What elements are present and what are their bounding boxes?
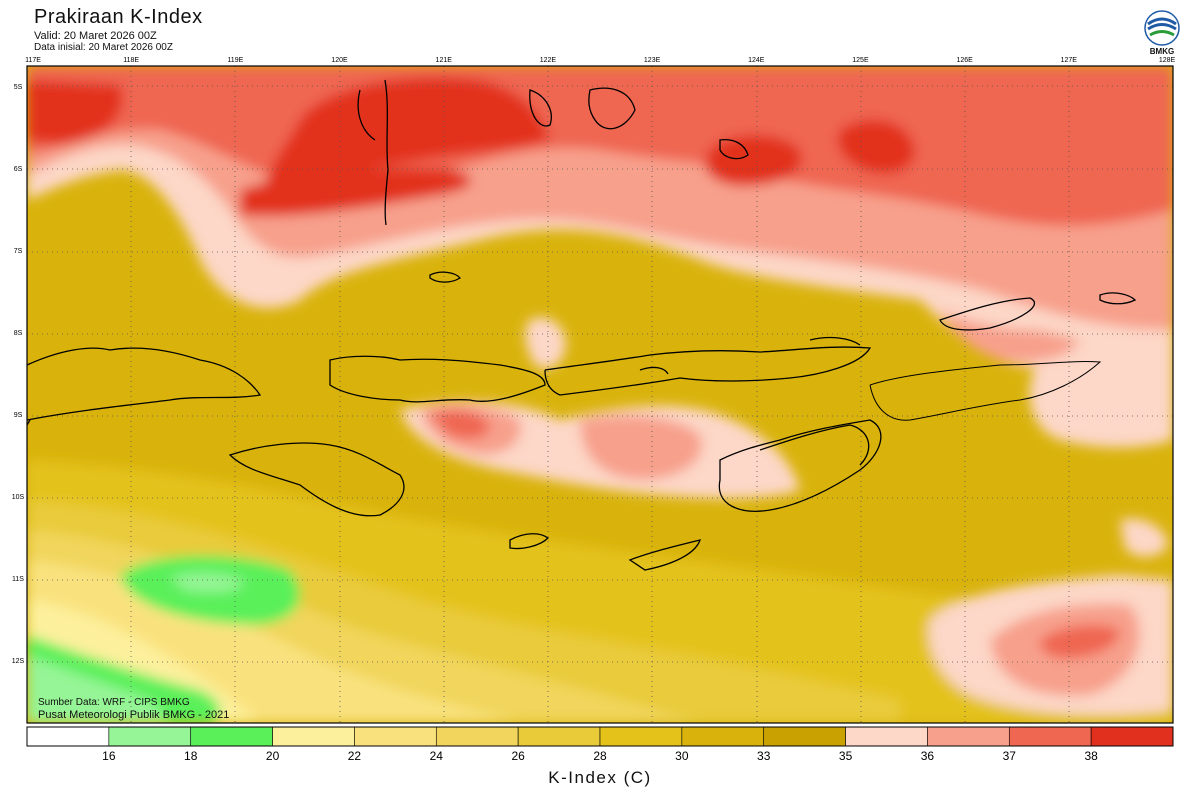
colorbar-tick-label: 18 [184, 749, 198, 763]
colorbar-bin [927, 726, 1010, 747]
lon-label-128E: 128E [1159, 57, 1176, 64]
colorbar-bin [435, 726, 519, 747]
colorbar-tick-label: 16 [102, 749, 116, 763]
colorbar-bin [108, 726, 192, 747]
colorbar-bin [26, 726, 110, 747]
coastlines [27, 79, 1137, 571]
longitude-labels: 117E 118E 119E 120E 121E 122E 123E 124E 125E 126E… [25, 57, 1175, 64]
k-index-field [27, 66, 1173, 723]
colorbar-bin [599, 726, 683, 747]
latitude-labels: 5S 6S 7S 8S 9S 10S 11S 12S [12, 84, 25, 665]
lon-label-120E: 120E [331, 57, 348, 64]
lon-label-124E: 124E [748, 57, 765, 64]
lon-label-121E: 121E [436, 57, 453, 64]
colorbar: 16 18 20 22 24 26 28 30 33 35 36 37 38 [26, 726, 1174, 763]
lat-label-10S: 10S [12, 494, 25, 501]
lon-label-122E: 122E [540, 57, 557, 64]
colorbar-frame [26, 726, 1174, 747]
lat-label-5S: 5S [14, 84, 23, 91]
colorbar-tick-label: 28 [593, 749, 607, 763]
colorbar-bin [1008, 726, 1092, 747]
lon-label-123E: 123E [644, 57, 661, 64]
credit-org: Pusat Meteorologi Publik BMKG - 2021 [38, 709, 230, 721]
map-title: Prakiraan K-Index [34, 6, 203, 28]
bmkg-logo: BMKG [1140, 8, 1184, 56]
colorbar-bin [681, 726, 765, 747]
colorbar-bin [845, 726, 928, 747]
colorbar-tick-label: 38 [1084, 749, 1098, 763]
lon-label-126E: 126E [956, 57, 973, 64]
colorbar-tick-label: 24 [430, 749, 444, 763]
colorbar-tick-label: 20 [266, 749, 280, 763]
colorbar-bin [272, 726, 355, 747]
colorbar-tick-label: 30 [675, 749, 689, 763]
lat-label-7S: 7S [14, 248, 23, 255]
lat-label-9S: 9S [14, 412, 23, 419]
colorbar-tick-label: 33 [757, 749, 771, 763]
colorbar-tick-label: 35 [839, 749, 853, 763]
colorbar-title: K-Index (C) [548, 768, 652, 787]
colorbar-bin [763, 726, 846, 747]
init-time: Data inisial: 20 Maret 2026 00Z [34, 42, 173, 53]
logo-text: BMKG [1150, 47, 1174, 56]
lat-label-6S: 6S [14, 166, 23, 173]
lat-label-8S: 8S [14, 330, 23, 337]
colorbar-bin [354, 726, 437, 747]
colorbar-bin [1090, 726, 1174, 747]
lon-label-125E: 125E [852, 57, 869, 64]
valid-time: Valid: 20 Maret 2026 00Z [34, 30, 157, 42]
border-line [869, 361, 1102, 421]
lon-label-118E: 118E [123, 57, 139, 64]
lat-label-12S: 12S [12, 658, 25, 665]
lon-label-119E: 119E [227, 57, 243, 64]
colorbar-tick-label: 26 [511, 749, 525, 763]
colorbar-tick-label: 37 [1003, 749, 1017, 763]
plot-frame [26, 65, 1174, 724]
lon-label-117E: 117E [25, 57, 41, 64]
bmkg-logo-icon: BMKG [1144, 10, 1180, 56]
colorbar-tick-label: 36 [921, 749, 935, 763]
graticule [27, 66, 1173, 723]
lat-label-11S: 11S [12, 576, 24, 583]
lon-label-127E: 127E [1061, 57, 1078, 64]
data-source: Sumber Data: WRF - CIPS BMKG [38, 697, 190, 708]
colorbar-bin [517, 726, 601, 747]
colorbar-bin [190, 726, 273, 747]
colorbar-tick-label: 22 [348, 749, 362, 763]
